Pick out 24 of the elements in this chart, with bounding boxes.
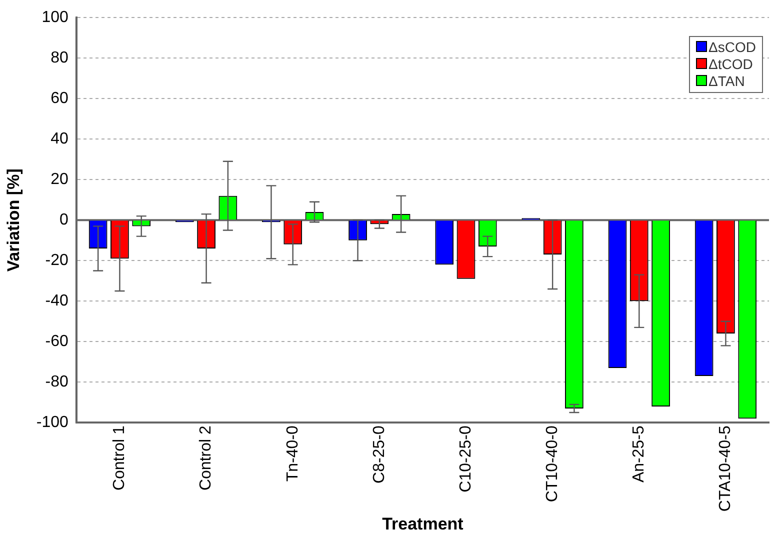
- y-axis-title: Variation [%]: [4, 168, 23, 272]
- legend-label: ΔTAN: [708, 72, 746, 90]
- x-tick-label: Control 1: [111, 426, 128, 491]
- y-tick-label: -60: [45, 333, 69, 350]
- x-tick-label: An-25-5: [630, 426, 648, 483]
- x-axis-title: Treatment: [382, 514, 464, 534]
- y-tick-label: 20: [50, 171, 69, 188]
- x-tick-label: CTA10-40-5: [717, 426, 734, 512]
- y-tick-label: 60: [50, 90, 69, 108]
- y-tick-label: 100: [42, 9, 69, 26]
- x-tick-label: C10-25-0: [457, 426, 474, 492]
- y-tick-label: 40: [50, 130, 69, 148]
- y-tick-label: 0: [60, 212, 69, 229]
- y-tick-label: 80: [50, 50, 69, 67]
- y-tick-label: -20: [45, 252, 69, 270]
- x-tick-label: Control 2: [198, 426, 215, 491]
- y-tick-label: -40: [45, 292, 69, 310]
- x-tick-label: Tn-40-0: [284, 426, 302, 482]
- x-tick-label: C8-25-0: [370, 426, 388, 484]
- x-tick-label: CT10-40-0: [544, 426, 561, 502]
- legend-label: ΔsCOD: [708, 38, 756, 56]
- y-tick-label: -80: [45, 374, 69, 391]
- legend-label: ΔtCOD: [708, 56, 754, 73]
- y-tick-label: -100: [36, 414, 69, 432]
